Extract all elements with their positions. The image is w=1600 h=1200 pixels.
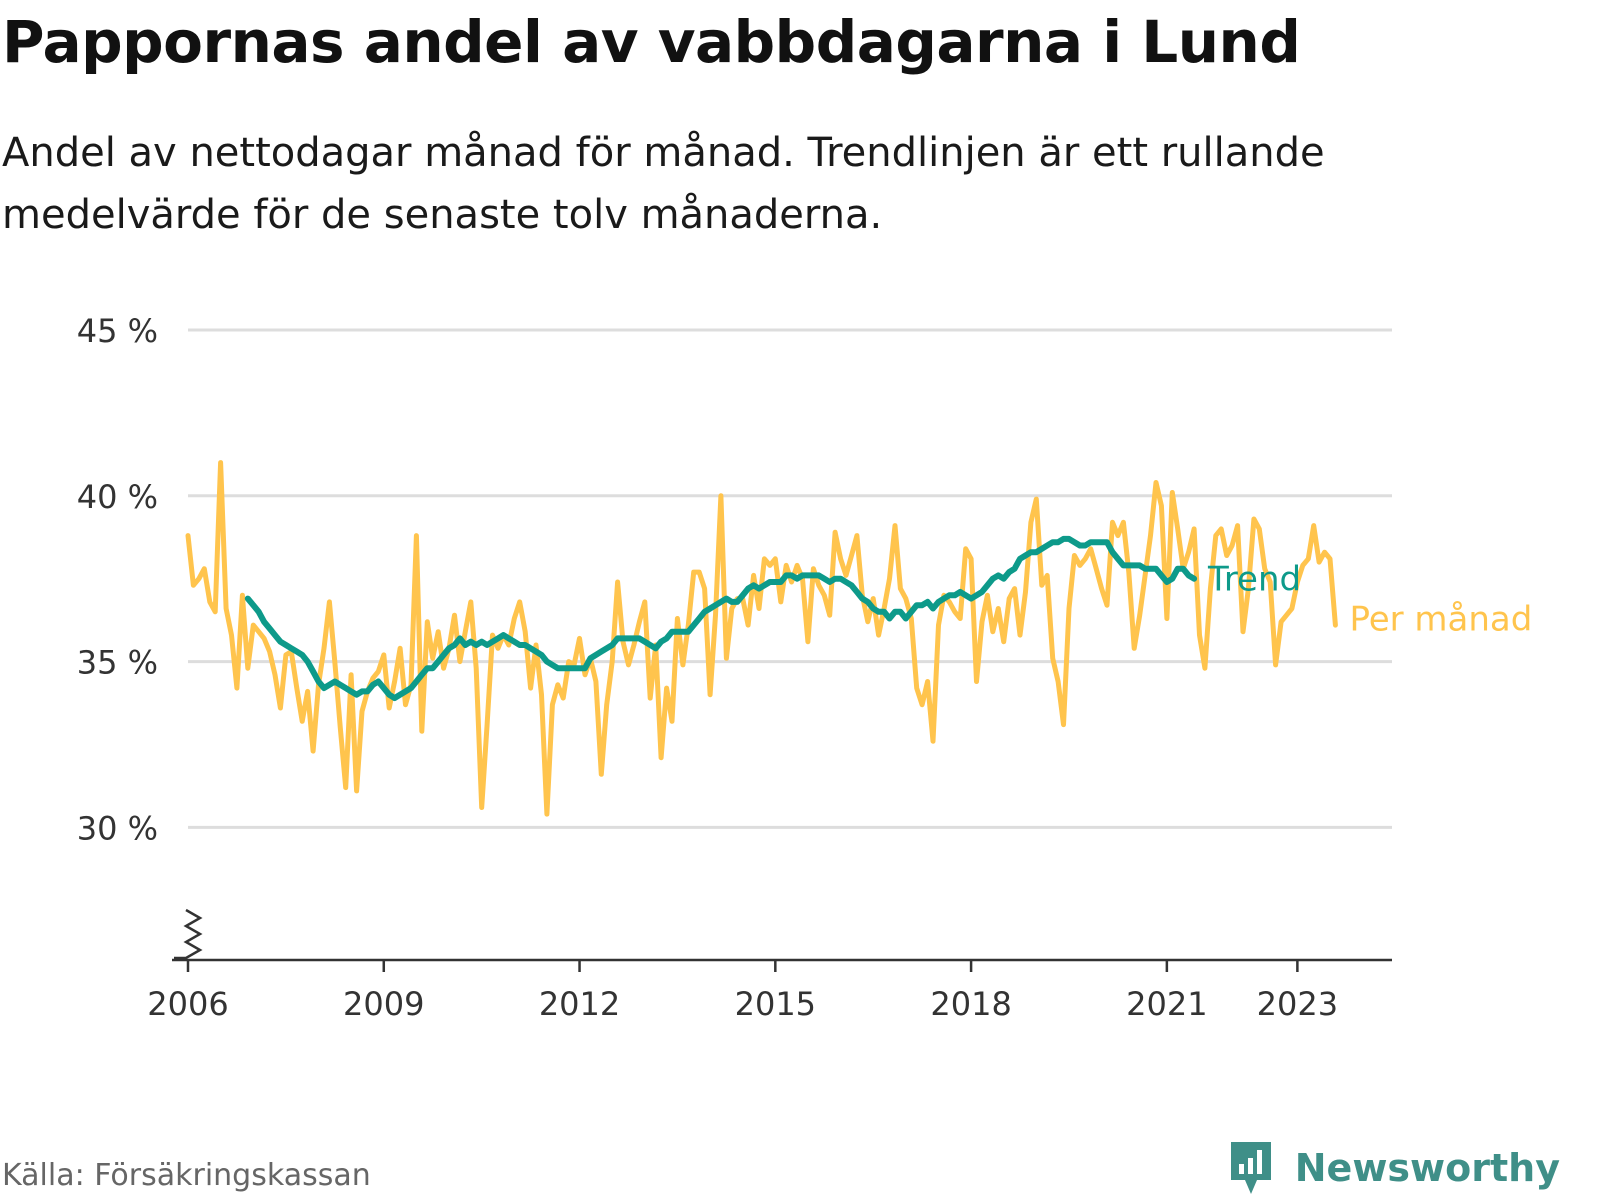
x-tick-label: 2009 xyxy=(343,985,424,1023)
source-note: Källa: Försäkringskassan xyxy=(2,1158,371,1193)
line-chart: 30 % 35 % 40 % 45 % 2006 2009 2012 2015 2018 202… xyxy=(77,312,1533,1023)
y-axis-ticks: 30 % 35 % 40 % 45 % xyxy=(77,312,158,847)
grid-lines xyxy=(188,328,1392,829)
monthly-line xyxy=(185,460,1338,817)
brand-name: Newsworthy xyxy=(1294,1146,1560,1190)
x-tick-label: 2006 xyxy=(147,985,228,1023)
brand-logo: Newsworthy xyxy=(1227,1138,1560,1198)
x-axis-ticks: 2006 2009 2012 2015 2018 2021 2023 xyxy=(147,960,1338,1023)
y-tick-label: 30 % xyxy=(77,809,158,847)
series-end-labels: Per månad Trend xyxy=(1207,560,1532,640)
chart-subtitle: Andel av nettodagar månad för månad. Tre… xyxy=(2,130,1325,238)
newsworthy-chart-bubble-icon xyxy=(1230,1142,1271,1194)
y-tick-label: 35 % xyxy=(77,644,158,682)
chart-title: Pappornas andel av vabbdagarna i Lund xyxy=(2,8,1301,76)
x-tick-label: 2023 xyxy=(1257,985,1338,1023)
x-tick-label: 2012 xyxy=(539,985,620,1023)
y-tick-label: 45 % xyxy=(77,312,158,350)
y-tick-label: 40 % xyxy=(77,478,158,516)
trend-line xyxy=(244,535,1198,702)
monthly-label: Per månad xyxy=(1349,599,1532,639)
x-axis xyxy=(172,908,1392,962)
series-lines xyxy=(185,460,1338,817)
axis-break-icon xyxy=(174,908,203,960)
x-tick-label: 2018 xyxy=(930,985,1011,1023)
x-tick-label: 2021 xyxy=(1126,985,1207,1023)
x-tick-label: 2015 xyxy=(735,985,816,1023)
trend-label: Trend xyxy=(1207,560,1301,600)
